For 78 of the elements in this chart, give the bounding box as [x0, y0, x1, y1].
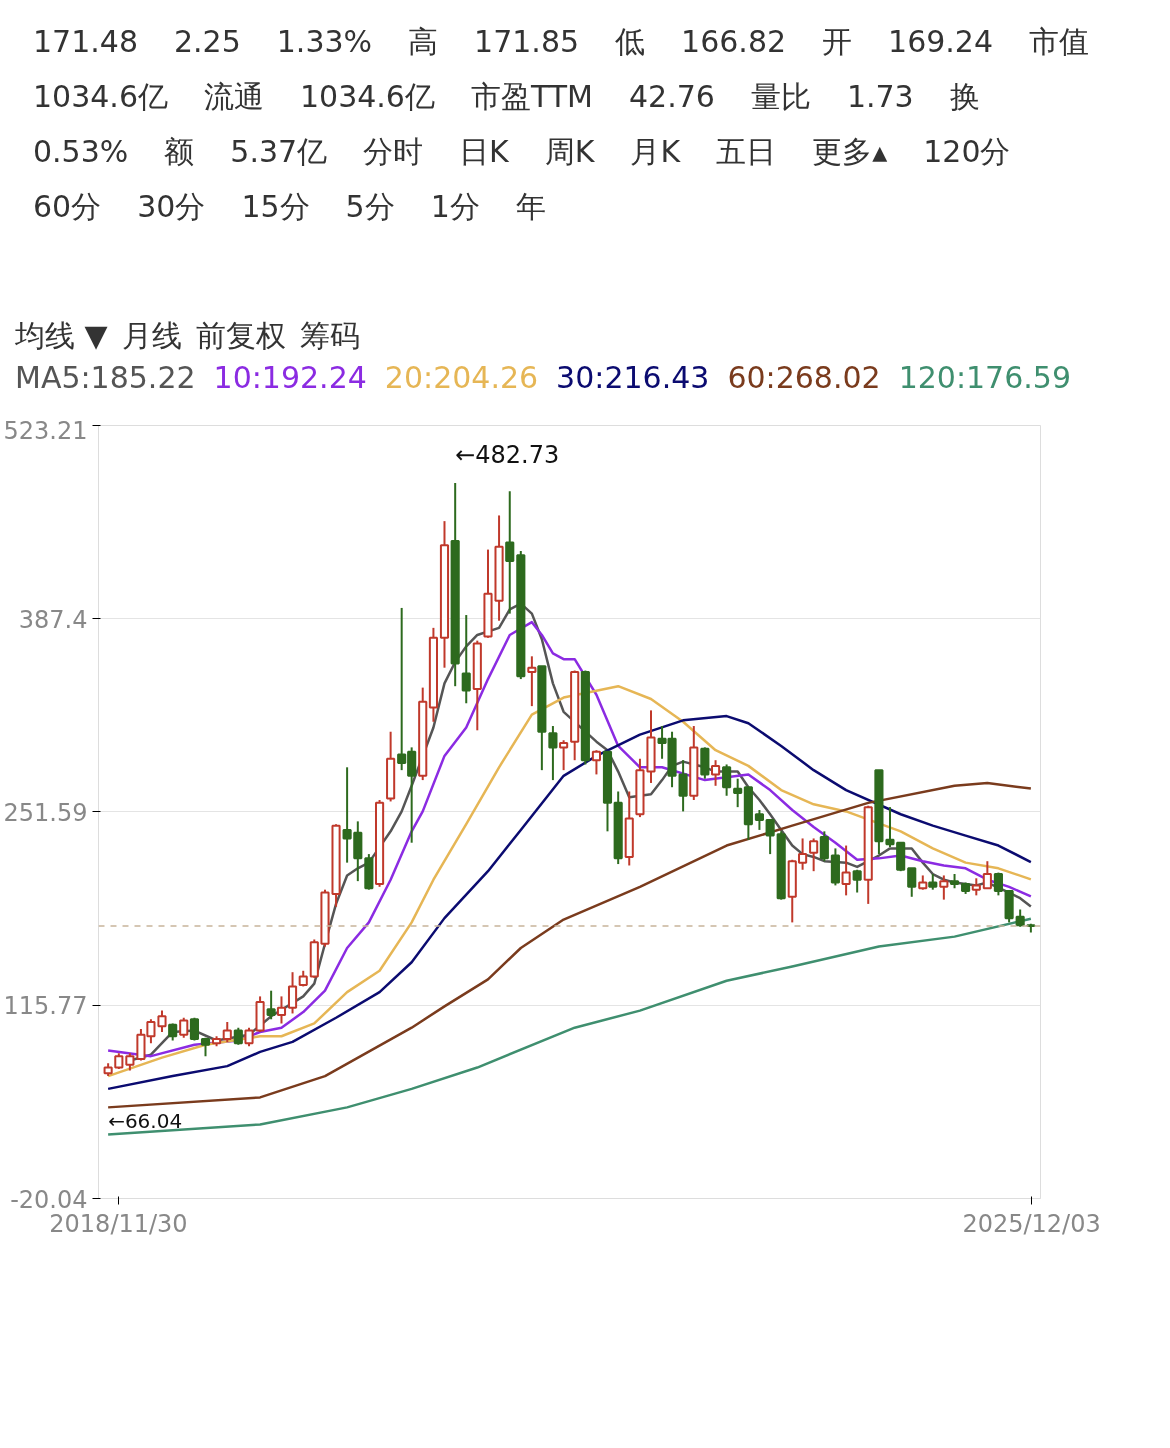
candlestick	[809, 837, 819, 873]
text: 高	[408, 23, 439, 61]
candlestick	[982, 860, 992, 890]
candlestick	[722, 763, 732, 797]
text: 120分	[923, 132, 1011, 171]
candlestick	[678, 759, 688, 813]
candlestick	[222, 1021, 232, 1043]
text: 筹码	[299, 318, 360, 353]
text: 五日	[716, 132, 777, 171]
text: 换	[949, 77, 980, 116]
candlestick	[548, 725, 558, 782]
text: 1034.6亿	[33, 77, 168, 116]
y-tick-label: 387.4	[18, 605, 88, 634]
text: 20:204.26	[384, 360, 539, 395]
text: 低	[615, 23, 646, 61]
y-tick-label: 115.77	[3, 992, 88, 1021]
candlestick	[505, 490, 515, 615]
text: 1.33%	[276, 23, 373, 61]
candlestick	[559, 739, 569, 772]
text: 0.53%	[33, 132, 129, 171]
candlestick	[157, 1009, 167, 1033]
text: 60分	[33, 187, 102, 226]
text: 年	[515, 187, 546, 226]
annotation: ←482.73	[455, 441, 560, 470]
text: 120:176.59	[898, 360, 1071, 395]
text: 30分	[137, 187, 206, 226]
text: 166.82	[681, 23, 787, 61]
text: 均线 ▼	[15, 318, 108, 353]
candlestick	[765, 818, 775, 856]
text: 5分	[345, 187, 395, 226]
x-tick-label: 2025/12/03	[962, 1209, 1101, 1238]
candlestick	[841, 844, 851, 897]
candlestick	[591, 749, 601, 776]
text: 市值	[1029, 23, 1090, 61]
text: 171.85	[474, 23, 580, 61]
text: 更多▴	[812, 132, 888, 171]
text: 前复权	[195, 318, 286, 353]
candlestick	[819, 830, 829, 863]
text: 市盈TTM	[470, 77, 593, 116]
line-series	[106, 781, 1033, 1109]
text: 分时	[363, 132, 424, 171]
text: 60:268.02	[727, 360, 881, 395]
candlestick	[527, 655, 537, 708]
text: MA5:185.22	[15, 360, 196, 395]
text: 流通	[203, 77, 264, 116]
text: 42.76	[628, 77, 715, 116]
text: 开	[822, 23, 853, 61]
text: 1034.6亿	[299, 77, 435, 116]
text: 10:192.24	[213, 360, 367, 395]
candlestick	[907, 867, 917, 898]
y-tick-label: 523.21	[3, 416, 88, 445]
annotation: ←66.04	[108, 1109, 183, 1134]
candlestick	[754, 808, 764, 831]
text: 15分	[241, 187, 310, 226]
text: 1分	[430, 187, 480, 226]
candlestick	[733, 777, 743, 809]
candlestick	[244, 1026, 254, 1048]
text: 1.73	[846, 77, 914, 116]
text: 月线	[121, 318, 182, 353]
text: 量比	[750, 77, 811, 116]
candlestick	[939, 874, 949, 901]
candlestick	[266, 989, 276, 1021]
candlestick	[276, 995, 287, 1025]
text: 30:216.43	[556, 360, 710, 395]
text: 周K	[544, 132, 595, 171]
line-series	[106, 917, 1033, 1136]
candlestick	[179, 1016, 189, 1039]
text: 5.37亿	[230, 132, 328, 171]
text: 额	[164, 132, 195, 171]
text: 169.24	[888, 23, 994, 61]
text: 171.48	[33, 23, 138, 61]
text: 月K	[630, 132, 681, 171]
candlestick	[710, 759, 721, 787]
candlestick	[287, 971, 298, 1015]
text: 日K	[459, 132, 509, 171]
candlestick	[461, 614, 471, 705]
text: 2.25	[173, 23, 241, 61]
y-tick-label: 251.59	[3, 798, 88, 827]
